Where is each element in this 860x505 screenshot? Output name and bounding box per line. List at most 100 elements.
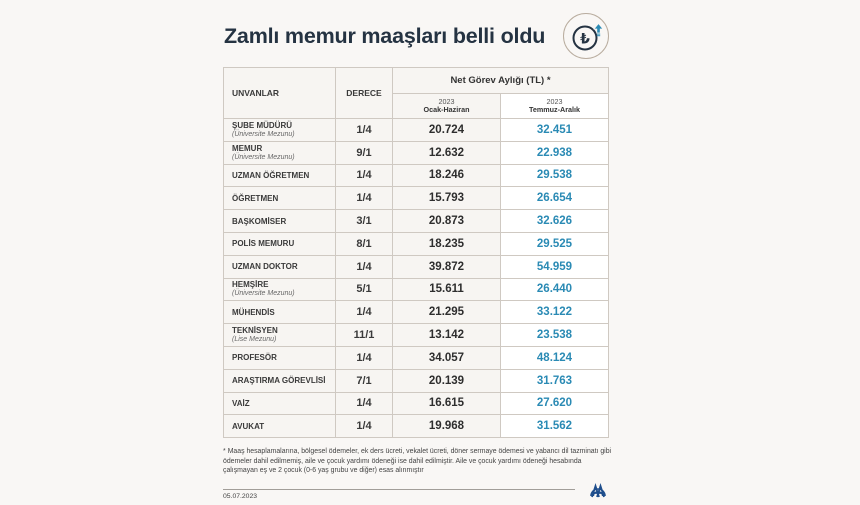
period-year: 2023 bbox=[438, 96, 455, 106]
cell-degree: 5/1 bbox=[335, 277, 393, 302]
cell-title: PROFESÖR bbox=[223, 345, 336, 370]
row-title: UZMAN DOKTOR bbox=[232, 262, 298, 272]
cell-salary-jul-dec: 26.654 bbox=[500, 186, 609, 211]
cell-title: HEMŞİRE (Üniversite Mezunu) bbox=[223, 277, 336, 302]
table-row: BAŞKOMİSER 3/1 20.873 32.626 bbox=[223, 209, 609, 233]
table-row: ŞUBE MÜDÜRÜ (Üniversite Mezunu) 1/4 20.724 3… bbox=[223, 118, 609, 142]
cell-salary-jul-dec: 48.124 bbox=[500, 345, 609, 370]
cell-salary-jul-dec: 23.538 bbox=[500, 323, 609, 347]
table-row: ÖĞRETMEN 1/4 15.793 26.654 bbox=[223, 186, 609, 211]
cell-salary-jan-jun: 18.246 bbox=[392, 163, 501, 188]
table-row: MÜHENDİS 1/4 21.295 33.122 bbox=[223, 300, 609, 325]
column-header-jul-dec: 2023 Temmuz-Aralık bbox=[500, 93, 609, 119]
row-title: MÜHENDİS bbox=[232, 307, 275, 317]
cell-degree: 1/4 bbox=[335, 345, 393, 370]
row-title: UZMAN ÖĞRETMEN bbox=[232, 170, 310, 180]
cell-salary-jul-dec: 29.538 bbox=[500, 163, 609, 188]
row-title: BAŞKOMİSER bbox=[232, 216, 287, 226]
svg-text:₺: ₺ bbox=[580, 32, 590, 48]
cell-title: AVUKAT bbox=[223, 414, 336, 439]
row-subtitle: (Üniversite Mezunu) bbox=[232, 290, 295, 298]
cell-degree: 8/1 bbox=[335, 231, 393, 256]
row-title: MEMUR bbox=[232, 143, 263, 153]
table-row: HEMŞİRE (Üniversite Mezunu) 5/1 15.611 26.44… bbox=[223, 277, 609, 302]
cell-degree: 1/4 bbox=[335, 414, 393, 439]
cell-title: BAŞKOMİSER bbox=[223, 209, 336, 233]
cell-salary-jan-jun: 16.615 bbox=[392, 391, 501, 416]
cell-degree: 1/4 bbox=[335, 254, 393, 279]
period-label: Ocak-Haziran bbox=[423, 105, 470, 114]
cell-salary-jul-dec: 31.562 bbox=[500, 414, 609, 439]
row-title: POLİS MEMURU bbox=[232, 239, 295, 249]
cell-degree: 1/4 bbox=[335, 163, 393, 188]
row-title: AVUKAT bbox=[232, 421, 265, 431]
table-row: MEMUR (Üniversite Mezunu) 9/1 12.632 22.938 bbox=[223, 140, 609, 165]
table-row: UZMAN DOKTOR 1/4 39.872 54.959 bbox=[223, 254, 609, 279]
table-row: ARAŞTIRMA GÖREVLİSİ 7/1 20.139 31.763 bbox=[223, 368, 609, 393]
cell-title: VAİZ bbox=[223, 391, 336, 416]
row-title: ŞUBE MÜDÜRÜ bbox=[232, 120, 292, 130]
column-header-titles: UNVANLAR bbox=[223, 67, 336, 119]
table-row: POLİS MEMURU 8/1 18.235 29.525 bbox=[223, 231, 609, 256]
period-year: 2023 bbox=[546, 96, 563, 106]
cell-salary-jul-dec: 32.451 bbox=[500, 118, 609, 142]
cell-salary-jan-jun: 15.611 bbox=[392, 277, 501, 302]
row-subtitle: (Lise Mezunu) bbox=[232, 336, 277, 344]
cell-title: MÜHENDİS bbox=[223, 300, 336, 325]
cell-salary-jan-jun: 15.793 bbox=[392, 186, 501, 211]
cell-degree: 1/4 bbox=[335, 391, 393, 416]
footnote-text: Maaş hesaplamalarına, bölgesel ödemeler,… bbox=[223, 448, 612, 475]
cell-salary-jan-jun: 20.873 bbox=[392, 209, 501, 233]
footnote: * Maaş hesaplamalarına, bölgesel ödemeler… bbox=[223, 447, 613, 476]
cell-salary-jul-dec: 54.959 bbox=[500, 254, 609, 279]
cell-degree: 1/4 bbox=[335, 186, 393, 211]
cell-salary-jul-dec: 22.938 bbox=[500, 140, 609, 165]
row-title: VAİZ bbox=[232, 398, 250, 408]
row-title: HEMŞİRE bbox=[232, 280, 269, 290]
cell-title: ŞUBE MÜDÜRÜ (Üniversite Mezunu) bbox=[223, 118, 336, 142]
publish-date: 05.07.2023 bbox=[223, 493, 258, 500]
column-header-jan-jun: 2023 Ocak-Haziran bbox=[392, 93, 501, 119]
footnote-marker: * bbox=[223, 448, 226, 455]
cell-salary-jul-dec: 29.525 bbox=[500, 231, 609, 256]
cell-salary-jul-dec: 33.122 bbox=[500, 300, 609, 325]
table-row: AVUKAT 1/4 19.968 31.562 bbox=[223, 414, 609, 439]
cell-salary-jan-jun: 20.724 bbox=[392, 118, 501, 142]
row-subtitle: (Üniversite Mezunu) bbox=[232, 153, 295, 161]
page-title: Zamlı memur maaşları belli oldu bbox=[224, 24, 546, 48]
table-row: UZMAN ÖĞRETMEN 1/4 18.246 29.538 bbox=[223, 163, 609, 188]
cell-salary-jul-dec: 32.626 bbox=[500, 209, 609, 233]
cell-salary-jan-jun: 13.142 bbox=[392, 323, 501, 347]
column-header-degree: DERECE bbox=[335, 67, 393, 119]
cell-degree: 7/1 bbox=[335, 368, 393, 393]
cell-degree: 1/4 bbox=[335, 118, 393, 142]
turkish-lira-up-arrow-icon: ₺ bbox=[563, 13, 609, 59]
cell-degree: 11/1 bbox=[335, 323, 393, 347]
cell-title: UZMAN ÖĞRETMEN bbox=[223, 163, 336, 188]
footer-divider bbox=[223, 489, 575, 490]
cell-degree: 3/1 bbox=[335, 209, 393, 233]
row-title: ARAŞTIRMA GÖREVLİSİ bbox=[232, 376, 326, 386]
cell-salary-jan-jun: 18.235 bbox=[392, 231, 501, 256]
cell-degree: 9/1 bbox=[335, 140, 393, 165]
cell-salary-jan-jun: 12.632 bbox=[392, 140, 501, 165]
cell-title: POLİS MEMURU bbox=[223, 231, 336, 256]
row-title: ÖĞRETMEN bbox=[232, 193, 279, 203]
cell-salary-jul-dec: 31.763 bbox=[500, 368, 609, 393]
cell-salary-jan-jun: 34.057 bbox=[392, 345, 501, 370]
table-row: PROFESÖR 1/4 34.057 48.124 bbox=[223, 345, 609, 370]
cell-salary-jan-jun: 39.872 bbox=[392, 254, 501, 279]
cell-title: UZMAN DOKTOR bbox=[223, 254, 336, 279]
cell-title: ÖĞRETMEN bbox=[223, 186, 336, 211]
table-row: TEKNİSYEN (Lise Mezunu) 11/1 13.142 23.538 bbox=[223, 323, 609, 347]
cell-salary-jan-jun: 21.295 bbox=[392, 300, 501, 325]
cell-title: MEMUR (Üniversite Mezunu) bbox=[223, 140, 336, 165]
cell-title: ARAŞTIRMA GÖREVLİSİ bbox=[223, 368, 336, 393]
cell-salary-jan-jun: 19.968 bbox=[392, 414, 501, 439]
row-title: PROFESÖR bbox=[232, 353, 277, 363]
column-group-header-net-salary: Net Görev Aylığı (TL) * bbox=[392, 67, 609, 94]
cell-salary-jul-dec: 26.440 bbox=[500, 277, 609, 302]
cell-salary-jan-jun: 20.139 bbox=[392, 368, 501, 393]
row-title: TEKNİSYEN bbox=[232, 326, 278, 336]
